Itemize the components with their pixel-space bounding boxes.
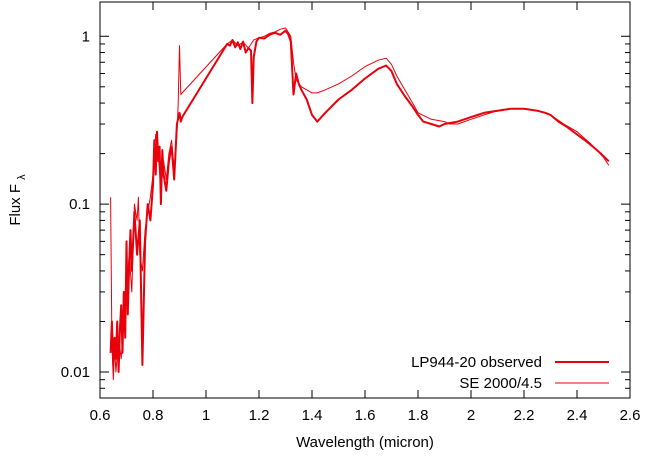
y-tick-label: 0.1 <box>69 196 90 213</box>
y-axis-label-main: Flux F <box>7 184 24 226</box>
legend-label-observed: LP944-20 observed <box>411 354 542 371</box>
y-tick-label: 1 <box>82 28 90 45</box>
x-axis-label: Wavelength (micron) <box>296 434 434 451</box>
x-axis-ticks: 0.6 0.8 1 1.2 1.4 1.6 1.8 2 2.2 2.4 2.6 <box>90 2 641 424</box>
y-axis-label: Flux F λ <box>7 174 28 226</box>
x-tick-label: 1 <box>202 407 210 424</box>
x-tick-label: 1.6 <box>355 407 376 424</box>
series-observed-line <box>109 29 610 373</box>
legend-label-model: SE 2000/4.5 <box>459 375 542 392</box>
x-tick-label: 1.8 <box>408 407 429 424</box>
y-axis-ticks: 0.01 0.1 1 <box>61 28 630 389</box>
x-tick-label: 2.6 <box>620 407 641 424</box>
x-tick-label: 1.2 <box>249 407 270 424</box>
x-tick-label: 0.6 <box>90 407 111 424</box>
series-model-line <box>110 27 610 381</box>
plot-lines <box>109 27 610 381</box>
x-tick-label: 2 <box>467 407 475 424</box>
y-tick-label: 0.01 <box>61 364 90 381</box>
x-tick-label: 2.2 <box>514 407 535 424</box>
legend: LP944-20 observed SE 2000/4.5 <box>411 354 609 392</box>
x-tick-label: 0.8 <box>143 407 164 424</box>
x-tick-label: 1.4 <box>302 407 323 424</box>
x-tick-label: 2.4 <box>567 407 588 424</box>
y-axis-label-subscript: λ <box>16 174 28 180</box>
